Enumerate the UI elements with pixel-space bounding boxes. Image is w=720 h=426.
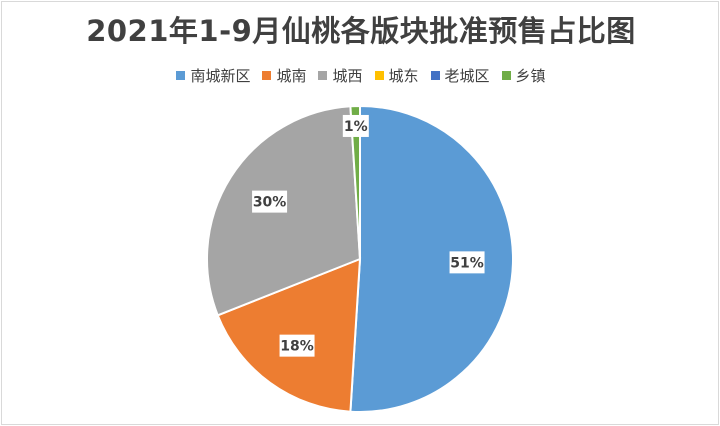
chart-title: 2021年1-9月仙桃各版块批准预售占比图 [86,14,636,48]
legend-label: 城南 [276,67,307,85]
data-label-box [342,114,369,137]
legend-swatch [262,71,272,80]
legend-label: 城西 [332,67,363,85]
chart-legend: 南城新区 城南 城西 城东 老城区 乡镇 [2,65,720,86]
data-label-box [449,251,485,274]
legend-swatch [430,71,440,80]
data-label-box [279,334,315,357]
data-label: 18% [280,339,314,355]
legend-item: 乡镇 [501,65,546,86]
data-label: 1% [344,119,368,135]
legend-item: 南城新区 [176,65,250,86]
legend-label: 乡镇 [515,67,546,85]
legend-item: 老城区 [430,65,490,86]
legend-swatch [374,71,384,80]
legend-item: 城东 [374,65,419,86]
legend-label: 南城新区 [190,67,251,85]
data-label-box [252,190,288,213]
legend-label: 城东 [388,67,419,85]
legend-item: 城西 [318,65,363,86]
legend-label: 老城区 [444,67,490,85]
legend-swatch [318,71,328,80]
data-label: 51% [450,255,484,271]
legend-swatch [501,71,511,80]
legend-item: 城南 [262,65,306,86]
legend-swatch [176,71,186,80]
pie-slice [349,104,361,260]
pie-slice [349,104,514,413]
data-label: 30% [253,195,287,211]
